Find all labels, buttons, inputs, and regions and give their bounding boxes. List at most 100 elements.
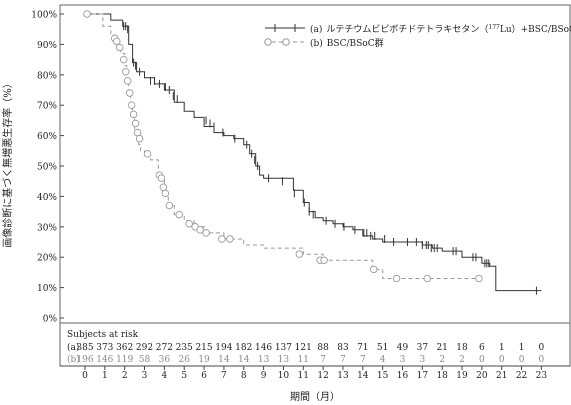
y-tick-label: 10%: [37, 284, 57, 294]
risk-count-a: 235: [176, 343, 193, 353]
y-tick-label: 0%: [43, 315, 58, 325]
risk-count-b: 0: [479, 355, 485, 365]
risk-count-b: 14: [238, 355, 250, 365]
x-tick-label: 15: [377, 371, 389, 381]
y-tick-label: 20%: [37, 254, 57, 264]
risk-row-label-b: (b): [67, 354, 80, 365]
risk-count-b: 3: [400, 355, 406, 365]
x-tick-label: 3: [142, 371, 148, 381]
risk-count-a: 1: [499, 343, 505, 353]
series-layer: [83, 10, 542, 295]
censor-mark-b: [218, 235, 226, 243]
censor-mark-b: [202, 229, 210, 237]
legend-marker-b-1: [264, 38, 272, 46]
risk-count-a: 385: [76, 343, 93, 353]
censor-mark-b: [127, 101, 136, 109]
x-tick-label: 12: [317, 371, 328, 381]
risk-count-a: 83: [337, 343, 349, 353]
x-tick-label: 2: [122, 371, 128, 381]
risk-count-b: 7: [340, 355, 346, 365]
x-tick-label: 1: [102, 371, 108, 381]
risk-count-a: 373: [96, 343, 113, 353]
censor-mark-b: [121, 68, 130, 76]
x-tick-label: 17: [417, 371, 429, 381]
x-tick-label: 0: [82, 371, 88, 381]
risk-count-a: 88: [317, 343, 329, 353]
censor-mark-b: [369, 265, 378, 274]
y-tick-label: 60%: [37, 132, 57, 142]
plot-frame: [59, 4, 571, 367]
risk-count-b: 0: [499, 355, 505, 365]
risk-count-b: 19: [198, 355, 210, 365]
censor-mark-b: [196, 226, 204, 234]
risk-count-a: 137: [275, 343, 292, 353]
legend-prefix-b: (b): [310, 38, 323, 49]
x-tick-label: 7: [221, 371, 227, 381]
legend-label-a: (a) ルテチウムビピボチドテトラキセタン（177Lu）+BSC/BSoC群: [310, 23, 571, 35]
x-axis-title: 期間（月）: [290, 391, 340, 403]
y-tick-label: 70%: [37, 102, 57, 112]
risk-count-b: 13: [258, 355, 270, 365]
censor-mark-b: [185, 220, 193, 228]
censor-mark-b: [112, 37, 121, 46]
risk-count-a: 0: [539, 343, 545, 353]
km-curve-b: [85, 13, 482, 279]
risk-count-a: 121: [295, 343, 312, 353]
censor-mark-b: [119, 55, 128, 64]
censor-mark-b: [123, 77, 132, 85]
risk-count-b: 3: [419, 355, 425, 365]
censor-mark-b: [165, 201, 174, 210]
censor-mark-b: [115, 43, 124, 52]
censor-mark-b: [125, 89, 134, 97]
x-tick-label: 21: [496, 371, 507, 381]
censor-mark-b: [226, 235, 234, 243]
x-tick-label: 13: [337, 371, 349, 381]
legend-after-sup-a: Lu）+BSC/BSoC群: [500, 23, 571, 35]
censor-mark-b: [159, 183, 168, 192]
risk-count-b: 2: [459, 355, 465, 365]
risk-count-b: 0: [519, 355, 525, 365]
censor-mark-b: [161, 189, 170, 198]
legend-label-b: (b) BSC/BSoC群: [310, 37, 384, 49]
risk-count-b: 7: [320, 355, 326, 365]
censor-mark-b: [423, 274, 432, 283]
risk-table: Subjects at risk (a) (b) 385 373 362 292 272…: [67, 330, 545, 365]
censor-mark-b: [131, 119, 140, 128]
risk-count-a: 1: [519, 343, 525, 353]
legend-main-a: ルテチウムビピボチドテトラキセタン（: [326, 24, 488, 35]
risk-count-a: 182: [235, 343, 252, 353]
risk-count-b: 4: [380, 355, 386, 365]
risk-count-a: 37: [417, 343, 429, 353]
risk-count-a: 21: [436, 343, 447, 353]
x-tick-label: 22: [516, 371, 527, 381]
y-tick-label: 50%: [37, 163, 57, 173]
x-tick-label: 18: [436, 371, 448, 381]
legend-marker-b-2: [282, 38, 290, 46]
risk-count-b: 14: [218, 355, 230, 365]
censor-mark-b: [157, 174, 166, 182]
y-tick-label: 30%: [37, 223, 57, 233]
y-axis-title: 画像診断に基づく無増悪生存率（%）: [1, 78, 14, 248]
risk-count-a: 194: [215, 343, 232, 353]
risk-count-b: 11: [298, 355, 309, 365]
censor-mark-b: [392, 274, 401, 283]
risk-count-a: 215: [195, 343, 212, 353]
risk-count-b: 146: [96, 355, 113, 365]
risk-count-a: 292: [136, 343, 153, 353]
risk-count-b: 2: [439, 355, 445, 365]
x-tick-label: 5: [181, 371, 187, 381]
x-tick-label: 6: [201, 371, 207, 381]
risk-count-a: 146: [255, 343, 272, 353]
y-tick-label: 40%: [37, 193, 57, 203]
risk-count-b: 7: [360, 355, 366, 365]
risk-count-a: 51: [377, 343, 388, 353]
censor-mark-b: [129, 110, 138, 119]
x-tick-label: 16: [397, 371, 409, 381]
risk-count-a: 49: [397, 343, 409, 353]
risk-table-header: Subjects at risk: [67, 330, 139, 340]
risk-count-b: 36: [159, 355, 171, 365]
risk-count-a: 6: [479, 343, 485, 353]
censor-mark-b: [320, 256, 328, 264]
x-tick-label: 23: [536, 371, 548, 381]
